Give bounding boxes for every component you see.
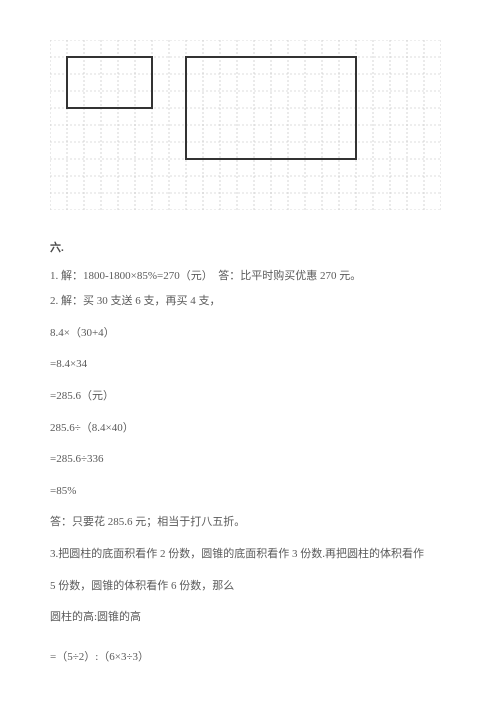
grid-diagram bbox=[50, 40, 450, 210]
answer-line-1: 答：只要花 285.6 元；相当于打八五折。 bbox=[50, 514, 450, 532]
solution-line-1: 1. 解：1800-1800×85%=270（元） 答：比平时购买优惠 270 … bbox=[50, 268, 450, 286]
calc-line-1: 8.4×（30+4） bbox=[50, 325, 450, 343]
solution-line-2: 2. 解：买 30 支送 6 支，再买 4 支， bbox=[50, 293, 450, 311]
solution-line-3b: 5 份数，圆锥的体积看作 6 份数，那么 bbox=[50, 578, 450, 596]
grid-svg bbox=[50, 40, 441, 210]
calc-line-3: =285.6（元） bbox=[50, 388, 450, 406]
calc-line-2: =8.4×34 bbox=[50, 356, 450, 374]
solution-line-3a: 3.把圆柱的底面积看作 2 份数，圆锥的底面积看作 3 份数.再把圆柱的体积看作 bbox=[50, 546, 450, 564]
ratio-label: 圆柱的高:圆锥的高 bbox=[50, 609, 450, 627]
calc-line-5: =285.6÷336 bbox=[50, 451, 450, 469]
ratio-calc: =（5÷2）:（6×3÷3） bbox=[50, 649, 450, 667]
calc-line-4: 285.6÷（8.4×40） bbox=[50, 420, 450, 438]
section-title: 六. bbox=[50, 240, 450, 258]
calc-line-6: =85% bbox=[50, 483, 450, 501]
